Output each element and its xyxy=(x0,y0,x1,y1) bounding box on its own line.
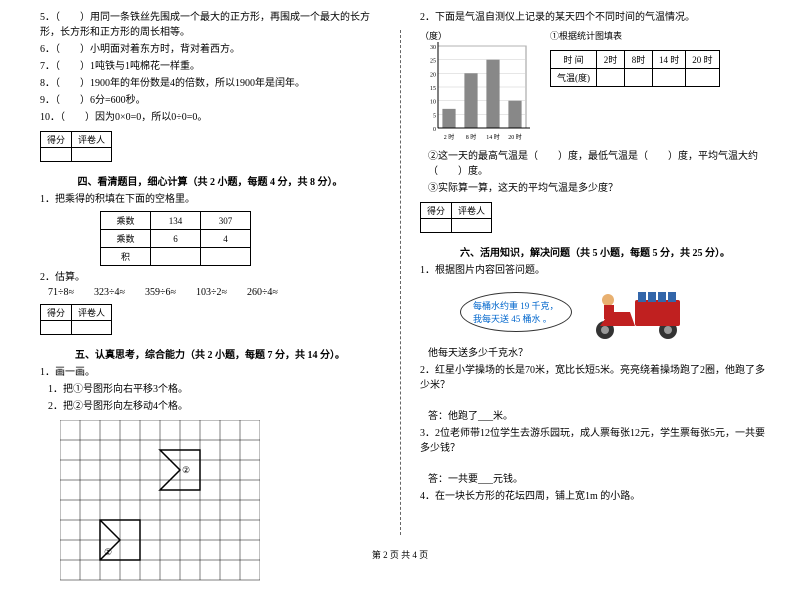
q9: 9．（ ）6分=600秒。 xyxy=(40,93,380,108)
bubble-line1: 每桶水约重 19 千克， xyxy=(473,301,559,311)
score-label: 得分 xyxy=(421,203,452,219)
bar-chart-svg: 30 25 20 15 10 5 0 2 时 8 时 14 时 20 时 xyxy=(420,42,530,142)
left-column: 5．（ ）用同一条铁丝先围成一个最大的正方形，再围成一个最大的长方形，长方形和正… xyxy=(0,0,400,540)
q2: 2．下面是气温自测仪上记录的某天四个不同时间的气温情况。 xyxy=(420,10,770,25)
cell: 6 xyxy=(151,230,201,248)
q6-4: 4．在一块长方形的花坛四周，铺上宽1m 的小路。 xyxy=(420,489,770,504)
q2b: ②这一天的最高气温是（ ）度，最低气温是（ ）度，平均气温大约（ ）度。 xyxy=(428,149,770,179)
score-blank xyxy=(41,321,72,335)
chart-right: ①根据统计图填表 时 间 2时 8时 14 时 20 时 气温(度) xyxy=(550,29,720,87)
cell: 乘数 xyxy=(101,230,151,248)
q5-1b: 2．把②号图形向左移动4个格。 xyxy=(48,399,380,414)
chart-area: （度） 3025201510502 时8 时14 时20 时 ①根据统计图填表 … xyxy=(420,29,770,145)
cell: 气温(度) xyxy=(551,69,597,87)
svg-text:25: 25 xyxy=(430,59,436,65)
q6-2: 2．红星小学操场的长是70米，宽比长短5米。亮亮绕着操场跑了2圈，他跑了多少米？ xyxy=(420,363,770,393)
cell: 307 xyxy=(201,212,251,230)
cell: 时 间 xyxy=(551,51,597,69)
temp-table: 时 间 2时 8时 14 时 20 时 气温(度) xyxy=(550,50,720,87)
score-label: 得分 xyxy=(41,305,72,321)
ans3: 答：一共要___元钱。 xyxy=(428,472,770,487)
grader-blank xyxy=(72,148,112,162)
est-item: 359÷6≈ xyxy=(145,287,176,298)
speech-bubble: 每桶水约重 19 千克， 我每天送 45 桶水 。 xyxy=(460,292,572,332)
q6: 6．（ ）小明面对着东方时，背对着西方。 xyxy=(40,42,380,57)
ans2: 答：他跑了___米。 xyxy=(428,409,770,424)
q4-1: 1．把乘得的积填在下面的空格里。 xyxy=(40,192,380,207)
right-column: 2．下面是气温自测仪上记录的某天四个不同时间的气温情况。 （度） 30 25 20 1… xyxy=(400,0,800,540)
svg-text:14 时: 14 时 xyxy=(486,133,500,141)
bubble-line2: 我每天送 45 桶水 。 xyxy=(473,314,552,324)
est-item: 71÷8≈ xyxy=(48,287,74,298)
svg-text:20 时: 20 时 xyxy=(508,133,522,141)
grader-blank xyxy=(72,321,112,335)
svg-text:30: 30 xyxy=(430,45,436,51)
q7: 7．（ ）1吨铁与1吨棉花一样重。 xyxy=(40,59,380,74)
cell xyxy=(597,69,625,87)
score-box-4: 得分评卷人 xyxy=(40,131,112,162)
estimate-row: 71÷8≈ 323÷4≈ 359÷6≈ 103÷2≈ 260÷4≈ xyxy=(48,287,380,298)
section-6-title: 六、活用知识，解决问题（共 5 小题，每题 5 分，共 25 分）。 xyxy=(420,244,770,259)
est-item: 103÷2≈ xyxy=(196,287,227,298)
grader-label: 评卷人 xyxy=(72,132,112,148)
cell xyxy=(201,248,251,266)
svg-text:10: 10 xyxy=(430,100,436,106)
bar-chart: （度） 30 25 20 15 10 5 0 2 时 8 时 14 时 20 时 xyxy=(420,29,530,145)
cell xyxy=(151,248,201,266)
chart-instruction: ①根据统计图填表 xyxy=(550,29,720,42)
cell: 8时 xyxy=(625,51,653,69)
q4-2: 2．估算。 xyxy=(40,270,380,285)
page-footer: 第 2 页 共 4 页 xyxy=(0,548,800,561)
grader-label: 评卷人 xyxy=(452,203,492,219)
q2c: ③实际算一算，这天的平均气温是多少度？ xyxy=(428,181,770,196)
score-blank xyxy=(421,219,452,233)
grader-blank xyxy=(452,219,492,233)
q10: 10．（ ）因为0×0=0，所以0÷0=0。 xyxy=(40,110,380,125)
section-5-title: 五、认真思考，综合能力（共 2 小题，每题 7 分，共 14 分）。 xyxy=(40,346,380,361)
score-blank xyxy=(41,148,72,162)
q5-1a: 1．把①号图形向右平移3个格。 xyxy=(48,382,380,397)
column-divider xyxy=(400,30,401,535)
cell xyxy=(686,69,719,87)
cell: 4 xyxy=(201,230,251,248)
q6-3: 3．2位老师带12位学生去游乐园玩，成人票每张12元，学生票每张5元，一共要多少… xyxy=(420,426,770,456)
multiply-table: 乘数134307 乘数64 积 xyxy=(100,211,251,266)
cell: 14 时 xyxy=(653,51,686,69)
est-item: 260÷4≈ xyxy=(247,287,278,298)
q6-1: 1．根据图片内容回答问题。 xyxy=(420,263,770,278)
cell xyxy=(653,69,686,87)
q5-1: 1．画一画。 xyxy=(40,365,380,380)
svg-text:5: 5 xyxy=(433,113,436,119)
degree-label: （度） xyxy=(420,29,530,42)
svg-text:0: 0 xyxy=(433,127,436,133)
cell: 134 xyxy=(151,212,201,230)
svg-text:15: 15 xyxy=(430,86,436,92)
svg-text:8 时: 8 时 xyxy=(466,133,477,141)
q8: 8．（ ）1900年的年份数是4的倍数，所以1900年是闰年。 xyxy=(40,76,380,91)
q5: 5．（ ）用同一条铁丝先围成一个最大的正方形，再围成一个最大的长方形，长方形和正… xyxy=(40,10,380,40)
water-illustration: 每桶水约重 19 千克， 我每天送 45 桶水 。 xyxy=(460,282,770,342)
est-item: 323÷4≈ xyxy=(94,287,125,298)
cell: 乘数 xyxy=(101,212,151,230)
label-2: ② xyxy=(182,465,190,475)
section-4-title: 四、看清题目，细心计算（共 2 小题，每题 4 分，共 8 分）。 xyxy=(40,173,380,188)
cell: 积 xyxy=(101,248,151,266)
svg-text:20: 20 xyxy=(430,72,436,78)
svg-text:2 时: 2 时 xyxy=(444,133,455,141)
cell: 20 时 xyxy=(686,51,719,69)
delivery-icon xyxy=(580,282,690,342)
q6-1a: 他每天送多少千克水？ xyxy=(428,346,770,361)
score-box-5: 得分评卷人 xyxy=(40,304,112,335)
score-box-6: 得分评卷人 xyxy=(420,202,492,233)
grader-label: 评卷人 xyxy=(72,305,112,321)
cell: 2时 xyxy=(597,51,625,69)
score-label: 得分 xyxy=(41,132,72,148)
cell xyxy=(625,69,653,87)
